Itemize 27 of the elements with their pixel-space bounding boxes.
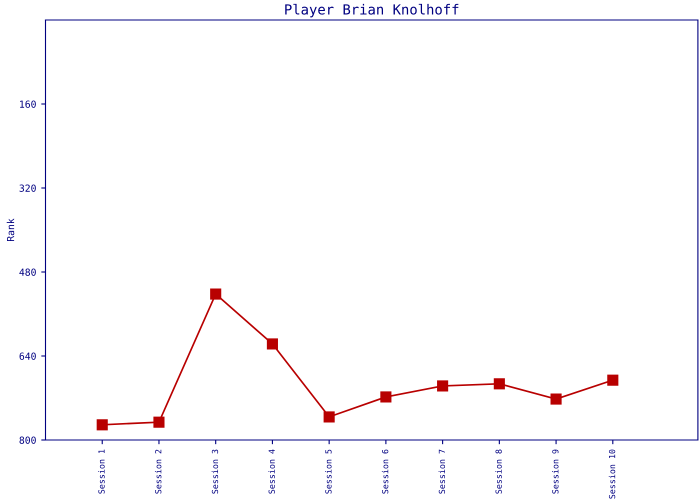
x-tick-label: Session 5 xyxy=(325,450,332,494)
point xyxy=(96,419,108,430)
point xyxy=(210,288,222,300)
y-tick-label: 480 xyxy=(19,268,36,276)
y-tick-label: 800 xyxy=(20,436,36,444)
x-tick-label: Session 9 xyxy=(552,450,559,494)
chart-title: Player Brian Knolhoff xyxy=(285,4,458,18)
x-tick-label: Session 7 xyxy=(438,450,446,494)
x-tick-label: Session 8 xyxy=(495,450,502,494)
point xyxy=(153,416,165,428)
point xyxy=(324,411,335,422)
point xyxy=(437,380,448,392)
x-tick-label: Session 10 xyxy=(608,450,616,499)
x-tick-label: Session 3 xyxy=(212,450,218,494)
point xyxy=(494,378,505,390)
x-tick-label: Session 1 xyxy=(98,450,105,494)
x-tick-label: Session 6 xyxy=(382,450,388,494)
point xyxy=(607,374,618,386)
y-tick-label: 320 xyxy=(20,184,36,192)
point xyxy=(266,338,278,350)
x-tick-label: Session 2 xyxy=(154,450,162,494)
y-axis-title: Rank xyxy=(6,218,14,242)
y-tick-label: 640 xyxy=(20,352,36,360)
x-tick-label: Session 4 xyxy=(268,449,275,494)
y-tick-label: 160 xyxy=(20,100,36,108)
point xyxy=(550,393,562,405)
point xyxy=(380,391,392,403)
